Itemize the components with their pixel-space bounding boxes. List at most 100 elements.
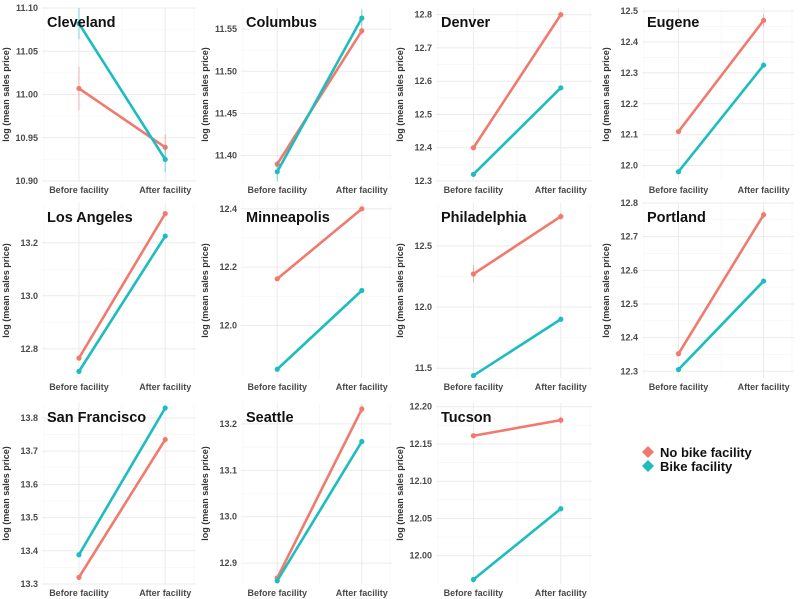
data-point (162, 233, 168, 239)
y-tick-label: 11.5 (415, 363, 432, 373)
panel-philadelphia: 11.5 12.0 12.5 Before facility After facilit… (395, 203, 592, 392)
series-no-bike-facility (274, 206, 365, 282)
x-tick-label: Before facility (247, 382, 307, 392)
x-tick-label: After facility (336, 185, 388, 195)
panel-title: Minneapolis (246, 210, 330, 226)
y-tick-label: 13.3 (20, 579, 38, 589)
data-point (558, 213, 564, 220)
y-tick-label: 12.1 (620, 130, 638, 140)
panel-title: Seattle (246, 410, 294, 426)
y-tick-label: 11.40 (215, 151, 237, 161)
series-line (677, 279, 765, 371)
y-tick-label: 13.0 (219, 512, 237, 522)
y-tick-label: 13.0 (20, 291, 38, 301)
data-point (162, 436, 168, 443)
y-tick-label: 12.00 (409, 551, 432, 561)
data-point (359, 206, 365, 212)
y-tick-label: 12.20 (409, 402, 432, 412)
y-tick-label: 12.6 (620, 265, 638, 275)
legend-label: Bike facility (660, 459, 733, 474)
series-bike-facility (274, 438, 365, 584)
series-bike-facility (76, 233, 168, 374)
data-point (76, 355, 82, 361)
panel-title: Portland (647, 210, 706, 226)
series-line (275, 289, 364, 371)
panel-portland: 12.3 12.4 12.5 12.6 12.7 12.8 Before facility A… (601, 198, 794, 392)
y-tick-label: 12.5 (414, 109, 432, 119)
y-tick-label: 13.5 (20, 513, 38, 523)
series-line (77, 406, 167, 557)
y-tick-label: 12.2 (620, 99, 638, 109)
data-point (470, 171, 477, 177)
panel-san-francisco: 13.3 13.4 13.5 13.6 13.7 13.8 Before facility A… (1, 403, 196, 598)
y-tick-label: 11.05 (16, 46, 38, 56)
data-point (359, 28, 365, 34)
y-tick-label: 13.6 (20, 479, 38, 489)
series-line (77, 22, 167, 161)
panel-columbus: 11.40 11.45 11.50 11.55 Before facility After… (200, 8, 392, 195)
series-no-bike-facility (470, 12, 564, 151)
y-tick-label: 12.5 (414, 241, 432, 251)
y-tick-label: 12.4 (620, 333, 638, 343)
panel-eugene: 12.0 12.1 12.2 12.3 12.4 12.5 Before facility A… (601, 6, 794, 195)
y-axis-label: log (mean sales price) (395, 243, 405, 338)
panel-seattle: 12.9 13.0 13.1 13.2 Before facility After fac… (200, 403, 392, 598)
x-tick-label: After facility (139, 382, 191, 392)
series-line (275, 207, 364, 281)
y-tick-label: 12.4 (414, 143, 432, 153)
data-point (558, 417, 564, 423)
data-point (274, 169, 280, 175)
x-tick-label: After facility (535, 185, 587, 195)
data-point (162, 211, 168, 217)
y-tick-label: 11.50 (215, 66, 237, 76)
x-tick-label: After facility (738, 185, 790, 195)
panel-title: Los Angeles (47, 210, 133, 226)
y-axis-label: log (mean sales price) (601, 243, 611, 338)
series-line (472, 86, 563, 176)
x-tick-label: After facility (336, 382, 388, 392)
y-axis-label: log (mean sales price) (200, 243, 210, 338)
data-point (558, 12, 564, 18)
series-line (472, 13, 563, 150)
y-tick-label: 12.8 (20, 344, 38, 354)
legend-key-no-bike-facility (642, 446, 654, 458)
y-tick-label: 11.00 (16, 90, 38, 100)
y-tick-label: 12.4 (620, 37, 638, 47)
data-point (76, 20, 82, 27)
y-tick-label: 12.0 (620, 161, 638, 171)
panel-minneapolis: 12.0 12.2 12.4 Before facility After facilit… (200, 203, 392, 392)
x-tick-label: Before facility (444, 382, 504, 392)
x-tick-label: Before facility (649, 185, 709, 195)
x-tick-label: After facility (139, 588, 191, 598)
series-line (677, 63, 765, 174)
data-point (675, 366, 682, 373)
y-tick-label: 11.55 (215, 24, 237, 34)
y-axis-label: log (mean sales price) (1, 446, 11, 541)
series-line (472, 507, 563, 581)
y-tick-label: 12.4 (219, 204, 237, 214)
y-tick-label: 10.90 (15, 176, 38, 186)
legend-key-bike-facility (642, 460, 654, 472)
panel-denver: 12.3 12.4 12.5 12.6 12.7 12.8 Before facility A… (395, 8, 592, 195)
y-tick-label: 12.7 (414, 43, 432, 53)
data-point (162, 405, 168, 411)
series-bike-facility (675, 62, 767, 175)
y-tick-label: 13.7 (20, 446, 38, 456)
x-tick-label: After facility (535, 588, 587, 598)
panel-title: Eugene (647, 15, 699, 31)
series-line (677, 19, 765, 133)
y-axis-label: log (mean sales price) (395, 47, 405, 142)
series-no-bike-facility (470, 416, 564, 439)
data-point (761, 17, 767, 23)
y-tick-label: 13.2 (219, 419, 237, 429)
data-point (76, 85, 82, 92)
y-tick-label: 11.10 (16, 3, 38, 13)
series-no-bike-facility (470, 212, 564, 283)
series-line (677, 213, 765, 356)
y-tick-label: 12.0 (414, 302, 432, 312)
series-bike-facility (274, 9, 365, 182)
x-tick-label: Before facility (649, 382, 709, 392)
y-tick-label: 13.1 (219, 465, 237, 475)
